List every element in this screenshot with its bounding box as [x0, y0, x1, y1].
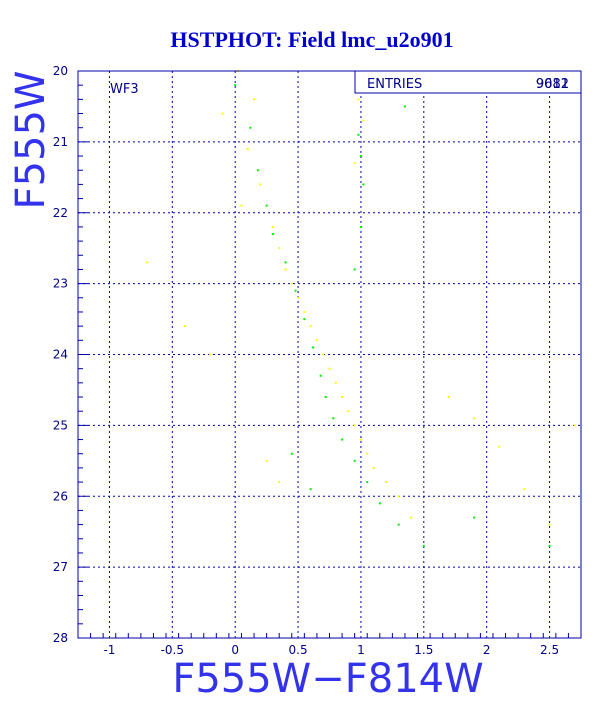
- data-point: [347, 410, 350, 413]
- data-point: [341, 438, 344, 441]
- stats-entries-label: ENTRIES: [367, 77, 422, 92]
- y-tick-label: 21: [53, 135, 68, 149]
- data-point: [312, 346, 315, 349]
- data-point: [341, 396, 344, 399]
- data-point: [357, 133, 360, 136]
- data-point: [548, 523, 551, 526]
- data-point: [294, 289, 297, 292]
- axis-ticks: [77, 70, 582, 639]
- y-tick-label: 23: [53, 277, 68, 291]
- data-point: [246, 147, 249, 150]
- y-tick-labels: 20 21 22 23 24 25 26 27 28: [53, 64, 68, 645]
- data-point: [322, 353, 325, 356]
- data-point: [256, 169, 259, 172]
- data-point: [498, 445, 501, 448]
- x-axis-label: F555W−F814W: [172, 656, 483, 702]
- data-point: [473, 417, 476, 420]
- data-point: [422, 544, 425, 547]
- y-axis-label: F555W: [8, 71, 54, 210]
- data-point: [309, 325, 312, 328]
- data-point: [303, 310, 306, 313]
- data-point: [290, 282, 293, 285]
- y-tick-label: 27: [53, 560, 68, 574]
- data-point: [278, 481, 281, 484]
- data-point: [548, 544, 551, 547]
- data-point: [265, 459, 268, 462]
- data-point: [265, 204, 268, 207]
- data-point: [357, 98, 360, 101]
- data-point: [249, 126, 252, 129]
- y-tick-label: 26: [53, 489, 68, 503]
- y-tick-label: 24: [53, 348, 68, 362]
- x-tick-label: 2: [483, 643, 491, 657]
- data-point: [378, 502, 381, 505]
- data-point: [353, 268, 356, 271]
- data-point: [362, 183, 365, 186]
- x-tick-label: 0.5: [289, 643, 308, 657]
- data-point: [253, 98, 256, 101]
- data-point: [359, 155, 362, 158]
- data-point: [284, 268, 287, 271]
- data-point: [209, 353, 212, 356]
- y-tick-label: 20: [53, 64, 68, 78]
- data-point: [385, 481, 388, 484]
- data-point: [271, 233, 274, 236]
- x-tick-label: 0: [231, 643, 239, 657]
- data-point: [234, 84, 237, 87]
- y-tick-label: 28: [53, 631, 68, 645]
- data-point: [221, 112, 224, 115]
- data-point: [315, 339, 318, 342]
- data-point: [573, 424, 576, 427]
- data-point: [353, 424, 356, 427]
- stats-box: ENTRIES 9681 9012: [354, 70, 582, 94]
- data-point: [309, 488, 312, 491]
- x-tick-label: -1: [103, 643, 115, 657]
- data-point: [366, 452, 369, 455]
- data-point: [319, 374, 322, 377]
- data-point: [334, 381, 337, 384]
- data-point: [303, 318, 306, 321]
- data-point: [359, 438, 362, 441]
- x-tick-label: 2.5: [540, 643, 559, 657]
- data-point: [397, 523, 400, 526]
- x-tick-label: 1.5: [414, 643, 433, 657]
- data-point: [359, 225, 362, 228]
- data-point: [410, 516, 413, 519]
- data-point: [447, 396, 450, 399]
- x-tick-labels: -1 -0.5 0 0.5 1 1.5 2 2.5: [103, 643, 559, 657]
- data-point: [473, 516, 476, 519]
- data-point: [353, 162, 356, 165]
- data-point: [259, 183, 262, 186]
- data-point: [328, 367, 331, 370]
- y-tick-label: 22: [53, 206, 68, 220]
- data-points: [146, 70, 576, 547]
- panel-label: WF3: [110, 82, 139, 97]
- data-point: [332, 417, 335, 420]
- data-point: [183, 325, 186, 328]
- data-point: [353, 459, 356, 462]
- stats-entries-value-1: 9681: [536, 77, 569, 92]
- stats-entries-value-2: 9012: [536, 77, 569, 92]
- x-tick-label: 1: [357, 643, 365, 657]
- stats-box-frame: [354, 70, 582, 94]
- x-tick-label: -0.5: [161, 643, 184, 657]
- data-point: [324, 396, 327, 399]
- data-point: [271, 225, 274, 228]
- data-point: [146, 261, 149, 264]
- data-point: [372, 466, 375, 469]
- data-point: [366, 481, 369, 484]
- chart-title: HSTPHOT: Field lmc_u2o901: [170, 27, 453, 52]
- data-point: [362, 119, 365, 122]
- data-point: [240, 204, 243, 207]
- y-tick-label: 25: [53, 418, 68, 432]
- data-point: [403, 105, 406, 108]
- data-point: [397, 495, 400, 498]
- data-point: [523, 488, 526, 491]
- data-point: [297, 296, 300, 299]
- grid-lines: [78, 70, 581, 639]
- data-point: [278, 247, 281, 250]
- data-point: [290, 452, 293, 455]
- data-point: [284, 261, 287, 264]
